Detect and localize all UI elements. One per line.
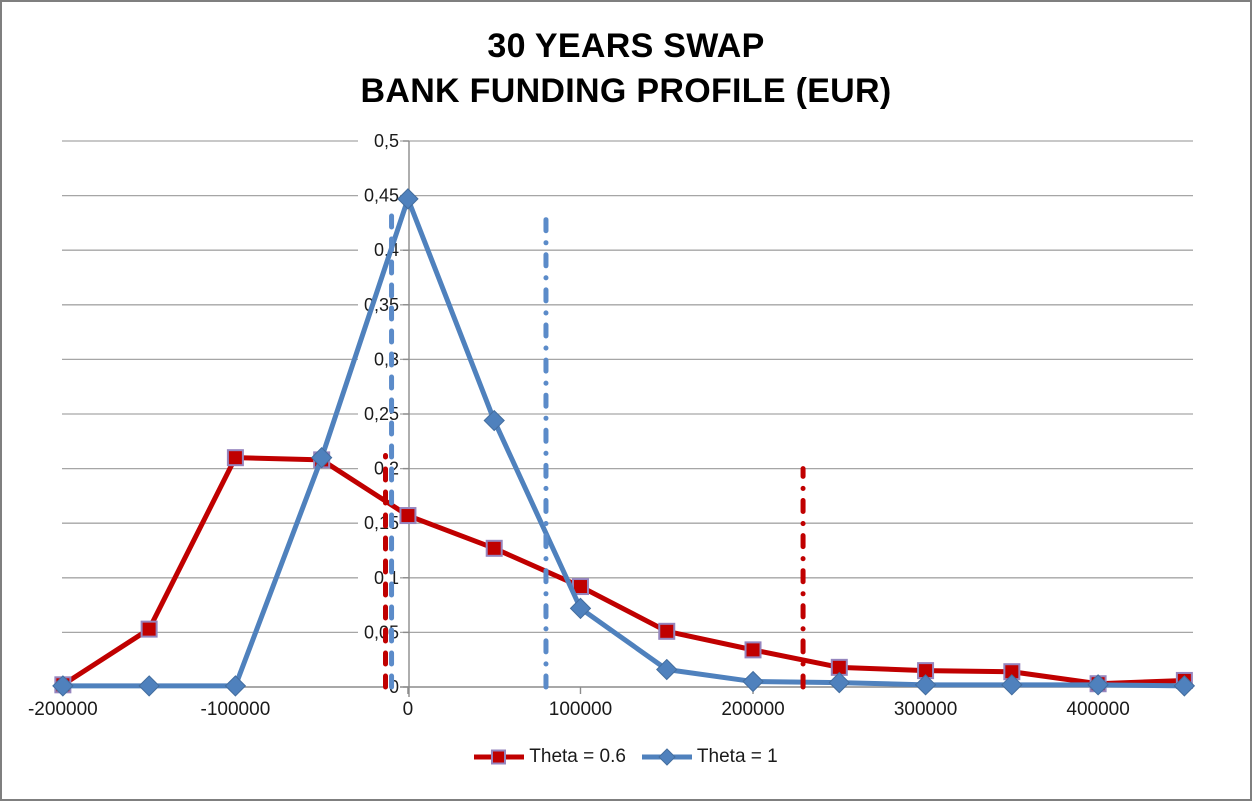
y-label-backing bbox=[358, 185, 400, 206]
y-axis-tick-label: 0,45 bbox=[364, 186, 399, 206]
chart-title-line-1: 30 YEARS SWAP bbox=[487, 27, 765, 65]
series-line-theta-1 bbox=[60, 196, 1187, 689]
x-axis-tick-label: 400000 bbox=[1066, 699, 1129, 720]
y-axis-tick-label: 0,5 bbox=[374, 131, 399, 151]
data-point-marker-theta-1 bbox=[397, 188, 419, 210]
data-point-marker-theta-1 bbox=[1173, 675, 1196, 697]
data-point-marker-theta-1 bbox=[483, 409, 505, 432]
data-point-marker-theta-1 bbox=[1001, 674, 1023, 696]
data-point-marker-theta-0.6 bbox=[140, 620, 158, 638]
data-point-marker-theta-1 bbox=[569, 597, 592, 620]
data-point-marker-theta-0.6 bbox=[226, 449, 244, 467]
y-axis-tick-label: 0,3 bbox=[374, 349, 399, 369]
data-point-marker-theta-0.6 bbox=[399, 507, 417, 525]
series-line-theta-0.6 bbox=[60, 455, 1187, 688]
data-point-marker-theta-0.6 bbox=[744, 641, 762, 659]
chart-legend: Theta = 0.6 Theta = 1 bbox=[0, 746, 1252, 768]
data-point-marker-theta-1 bbox=[914, 674, 937, 696]
legend-square-marker-icon bbox=[474, 749, 525, 765]
legend-label-theta-0.6: Theta = 0.6 bbox=[529, 746, 626, 767]
data-point-marker-theta-1 bbox=[310, 446, 333, 469]
legend-label-theta-1: Theta = 1 bbox=[696, 746, 778, 767]
data-point-marker-theta-1 bbox=[656, 658, 678, 681]
data-point-marker-theta-1 bbox=[828, 671, 851, 694]
y-label-backing bbox=[358, 131, 400, 151]
legend-item-theta-1: Theta = 1 bbox=[641, 746, 778, 768]
data-point-marker-theta-1 bbox=[224, 675, 247, 697]
x-axis-tick-label: -200000 bbox=[28, 699, 98, 720]
x-axis-tick-label: 300000 bbox=[894, 699, 957, 720]
chart-title: 30 YEARS SWAP BANK FUNDING PROFILE (EUR) bbox=[0, 24, 1252, 114]
x-axis-tick-label: 0 bbox=[403, 699, 414, 720]
chart-title-line-2: BANK FUNDING PROFILE (EUR) bbox=[360, 72, 892, 110]
x-axis-tick-label: 200000 bbox=[721, 699, 784, 720]
x-axis-tick-label: 100000 bbox=[549, 699, 612, 720]
data-point-marker-theta-1 bbox=[138, 675, 160, 697]
data-point-marker-theta-1 bbox=[52, 675, 74, 697]
data-point-marker-theta-1 bbox=[742, 670, 764, 693]
data-point-marker-theta-1 bbox=[1087, 674, 1109, 696]
data-point-marker-theta-0.6 bbox=[658, 622, 676, 640]
x-axis-tick-label: -100000 bbox=[201, 699, 271, 720]
legend-item-theta-0.6: Theta = 0.6 bbox=[474, 746, 626, 768]
legend-diamond-marker-icon bbox=[641, 748, 692, 766]
data-point-marker-theta-0.6 bbox=[485, 539, 503, 557]
